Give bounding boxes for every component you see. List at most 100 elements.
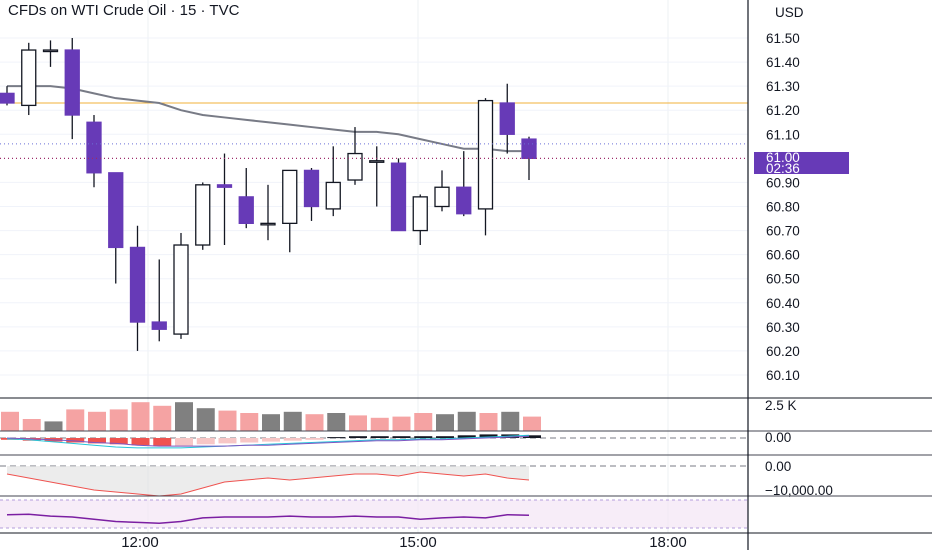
macd-histogram-bar bbox=[327, 437, 346, 439]
rsi-band bbox=[0, 500, 748, 528]
macd-histogram-bar bbox=[131, 438, 150, 446]
macd-histogram-bar bbox=[414, 436, 433, 438]
volume-bar bbox=[196, 408, 215, 431]
price-tick-label: 60.70 bbox=[766, 224, 800, 239]
candle-body bbox=[369, 160, 385, 163]
candle-body bbox=[216, 184, 233, 188]
candle-body bbox=[0, 92, 15, 104]
macd-histogram-bar bbox=[240, 438, 259, 443]
last-price-badge: 61.00 02:36 bbox=[754, 150, 849, 176]
macd-histogram-bar bbox=[66, 438, 85, 443]
volume-bar bbox=[479, 413, 498, 431]
macd-pane bbox=[0, 434, 748, 449]
volume-bar bbox=[262, 414, 280, 431]
price-tick-label: 60.60 bbox=[766, 248, 800, 263]
gridlines bbox=[0, 0, 748, 533]
volume-bar bbox=[1, 411, 19, 431]
volume-bar bbox=[327, 413, 346, 431]
time-axis[interactable]: 12:00 15:00 18:00 bbox=[121, 534, 687, 550]
candle bbox=[64, 38, 80, 140]
price-tick-label: 61.40 bbox=[766, 55, 800, 70]
price-tick-label: 61.10 bbox=[766, 127, 800, 142]
price-tick-label: 60.40 bbox=[766, 296, 800, 311]
volume-bar bbox=[392, 416, 411, 431]
candle bbox=[282, 169, 298, 253]
candle bbox=[21, 42, 37, 116]
volume-bar bbox=[44, 421, 63, 431]
candle-body bbox=[347, 152, 363, 181]
third-area-fill bbox=[7, 466, 529, 496]
volume-bar bbox=[523, 416, 541, 431]
macd-histogram-bar bbox=[283, 438, 302, 441]
candle-body bbox=[151, 321, 167, 330]
candle-body bbox=[86, 121, 102, 174]
candle bbox=[0, 86, 15, 106]
candle-body bbox=[303, 169, 320, 208]
countdown-timer: 02:36 bbox=[766, 161, 800, 176]
price-tick-label: 60.50 bbox=[766, 272, 800, 287]
candle-body bbox=[390, 162, 407, 232]
candle-body bbox=[195, 184, 211, 246]
third-line bbox=[6, 471, 530, 497]
candle bbox=[303, 167, 320, 221]
candle bbox=[216, 153, 233, 246]
price-reference-lines bbox=[0, 143, 748, 160]
price-tick-label: 61.30 bbox=[766, 79, 800, 94]
volume-bar bbox=[109, 409, 128, 431]
rsi-pane bbox=[0, 499, 748, 529]
candle-body bbox=[260, 222, 276, 226]
macd-histogram-bar bbox=[262, 438, 280, 442]
signal-line bbox=[6, 435, 530, 447]
volume-bar bbox=[240, 413, 259, 431]
candle bbox=[195, 182, 211, 250]
volume-bar bbox=[131, 402, 150, 431]
macd-histogram-bar bbox=[392, 436, 411, 438]
macd-histogram-bar bbox=[175, 438, 193, 447]
macd-axis-label: 0.00 bbox=[765, 430, 791, 445]
candle bbox=[108, 172, 124, 284]
last-price-value: 61.00 bbox=[766, 150, 800, 165]
macd-histogram-bar bbox=[305, 438, 324, 440]
macd-line bbox=[6, 434, 530, 449]
volume-bar bbox=[305, 414, 324, 431]
third-indicator-pane bbox=[0, 465, 748, 497]
volume-bar bbox=[414, 413, 433, 431]
volume-bar bbox=[436, 414, 454, 431]
candle bbox=[499, 83, 515, 154]
volume-pane bbox=[1, 402, 541, 431]
candle-body bbox=[325, 181, 341, 210]
candle-body bbox=[108, 172, 124, 249]
price-tick-label: 60.20 bbox=[766, 344, 800, 359]
macd-histogram-bar bbox=[109, 438, 128, 445]
candle bbox=[42, 40, 59, 67]
candle bbox=[434, 170, 450, 212]
candle bbox=[151, 259, 167, 342]
candle bbox=[412, 194, 428, 246]
price-tick-label: 61.20 bbox=[766, 103, 800, 118]
time-label-1500: 15:00 bbox=[399, 534, 437, 550]
candle-body bbox=[412, 196, 428, 232]
price-tick-label: 60.90 bbox=[766, 175, 800, 190]
macd-histogram-bar bbox=[523, 435, 541, 438]
volume-bar bbox=[457, 411, 476, 431]
candle bbox=[86, 115, 102, 188]
candle-body bbox=[521, 138, 537, 160]
price-axis[interactable]: USD 61.50 61.40 61.30 61.20 61.10 60.90 60.80 6… bbox=[754, 5, 849, 498]
candle-body bbox=[477, 99, 494, 210]
candle-body bbox=[238, 196, 254, 225]
candle-body bbox=[173, 244, 189, 335]
ma-polyline bbox=[7, 85, 529, 153]
volume-bar bbox=[349, 415, 367, 431]
volume-bar bbox=[501, 411, 520, 431]
price-tick-label: 60.30 bbox=[766, 320, 800, 335]
candle bbox=[238, 167, 254, 229]
volume-bar bbox=[218, 410, 237, 431]
volume-bar bbox=[153, 405, 172, 431]
third-pane-axis-label-min: −10,000.00 bbox=[765, 483, 833, 498]
volume-bar bbox=[88, 411, 106, 431]
volume-bar bbox=[66, 409, 85, 431]
currency-label: USD bbox=[775, 5, 804, 20]
candle-body bbox=[64, 49, 80, 116]
